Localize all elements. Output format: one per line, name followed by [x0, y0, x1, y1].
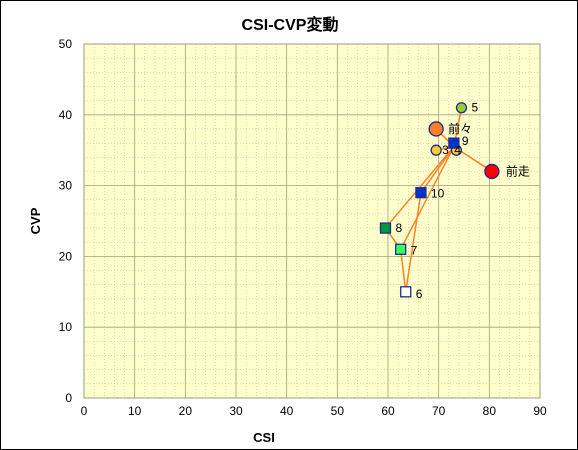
marker-7 [395, 243, 407, 255]
point-label-10: 10 [431, 187, 445, 201]
point-label-6: 6 [416, 287, 423, 301]
marker-6 [400, 286, 412, 298]
point-label-9: 9 [462, 134, 469, 148]
y-tick-label: 40 [59, 108, 73, 122]
marker-前々 [428, 121, 444, 137]
point-label-前走: 前走 [506, 163, 530, 178]
tick-labels: 0 10 20 30 40 50 60 70 80 90 0 10 20 30 40 50 [59, 37, 547, 418]
marker-9 [448, 137, 460, 149]
marker-10 [415, 187, 427, 199]
y-tick-label: 20 [59, 249, 73, 263]
marker-5 [455, 102, 468, 114]
chart-title: CSI-CVP変動 [241, 17, 339, 34]
marker-8 [379, 222, 392, 234]
point-label-5: 5 [471, 101, 478, 115]
x-tick-label: 80 [483, 404, 497, 418]
y-tick-label: 50 [59, 37, 73, 51]
connection-line [400, 146, 455, 250]
point-label-8: 8 [395, 221, 402, 235]
connection-line [404, 192, 422, 292]
x-tick-label: 0 [81, 404, 88, 418]
x-tick-label: 30 [229, 404, 243, 418]
plot-area [83, 43, 541, 399]
point-label-3: 3 [442, 143, 449, 157]
marker-3 [430, 144, 442, 156]
x-tick-label: 90 [533, 404, 547, 418]
data-markers [379, 102, 500, 298]
x-tick-label: 60 [381, 404, 395, 418]
point-label-4: 4 [454, 143, 461, 157]
y-tick-label: 30 [59, 179, 73, 193]
x-tick-label: 70 [432, 404, 446, 418]
grid-lines [83, 43, 541, 399]
point-label-前々: 前々 [448, 121, 472, 136]
y-axis-label: CVP [28, 207, 43, 234]
connection-line [399, 249, 407, 292]
x-tick-label: 20 [179, 404, 193, 418]
point-label-7: 7 [411, 243, 418, 257]
x-tick-label: 50 [331, 404, 345, 418]
x-axis-label: CSI [253, 430, 275, 445]
marker-前走 [484, 163, 500, 180]
y-tick-label: 10 [59, 320, 73, 334]
y-tick-label: 0 [65, 391, 72, 405]
x-tick-label: 40 [280, 404, 294, 418]
x-tick-label: 10 [128, 404, 142, 418]
